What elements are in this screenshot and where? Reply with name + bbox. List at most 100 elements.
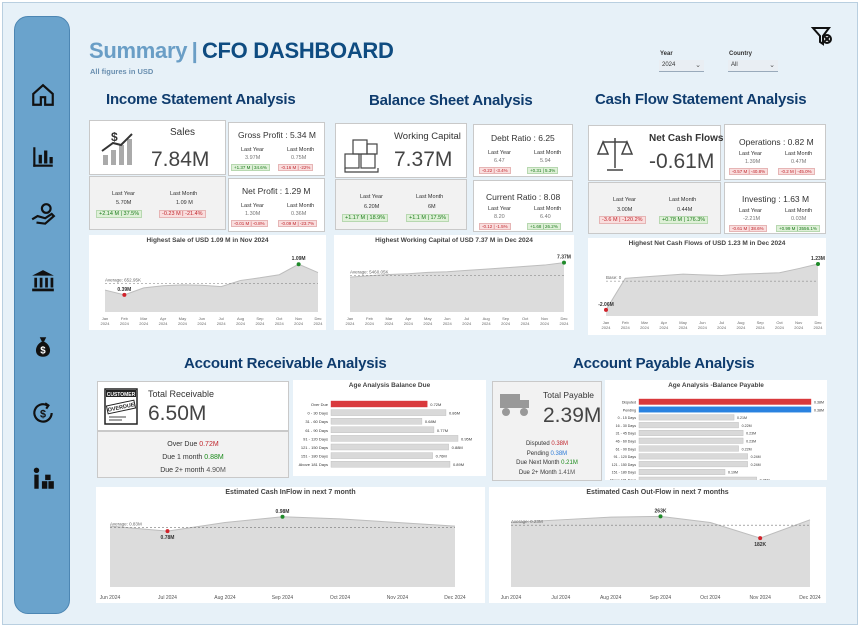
nav-bank[interactable] [25, 263, 61, 299]
dollar-cycle-icon: $ [33, 402, 53, 423]
title-cfo: CFO DASHBOARD [201, 38, 394, 63]
op-last-month: 0.47M [791, 159, 807, 165]
receivable-row-overdue: Over Due 0.72M [167, 441, 219, 448]
inv-last-month: 0.03M [791, 216, 807, 222]
total-receivable-label: Total Receivable [148, 389, 215, 399]
working-capital-label: Working Capital [394, 131, 461, 142]
inv-ly-change: -0.61 M | 38.6% [729, 225, 767, 232]
receivable-row-due-2-month: Due 2+ month 4.90M [160, 467, 226, 474]
max-label: 1.23M [811, 256, 825, 262]
x-tick-label: Jul [464, 316, 469, 321]
x-tick-label: Aug 2024 [600, 595, 622, 601]
bar [638, 437, 744, 444]
age-analysis-balance-payable-chart: Age Analysis -Balance Payable Disputed 0.… [605, 380, 827, 480]
min-label: -2.06M [598, 302, 614, 308]
x-tick-year: 2024 [521, 321, 531, 326]
x-tick-label: Jul 2024 [158, 595, 177, 601]
cash-flow-trend-chart: Highest Net Cash Flows of USD 1.23 M in … [588, 238, 826, 335]
x-tick-year: 2024 [384, 321, 394, 326]
income-header: Income Statement Analysis [106, 91, 296, 108]
last-month-label: Last Month [287, 147, 315, 153]
wc-last-month: 6M [428, 204, 436, 210]
year-dropdown[interactable]: 2024 ⌄ [659, 60, 704, 72]
net-profit-title: Net Profit : 1.29 M [242, 186, 311, 196]
bar-category-label: 0 - 15 Days [618, 416, 637, 420]
country-dropdown[interactable]: All ⌄ [728, 60, 778, 72]
x-tick-label: Feb [366, 316, 374, 321]
max-label: 7.37M [557, 255, 571, 261]
x-tick-year: 2024 [346, 321, 356, 326]
x-tick-year: 2024 [197, 321, 207, 326]
filter-clear-icon[interactable] [810, 24, 834, 48]
min-point [604, 307, 608, 312]
nav-revenue[interactable] [25, 197, 61, 233]
wc-last-year: 6.20M [364, 204, 380, 210]
x-tick-label: Sep 2024 [650, 595, 672, 601]
max-point [562, 260, 566, 265]
x-tick-year: 2024 [501, 321, 511, 326]
nav-payables[interactable] [25, 461, 61, 497]
series-line [104, 263, 319, 296]
last-month-label: Last Month [287, 203, 315, 209]
nav-cashflow[interactable]: $ [25, 395, 61, 431]
receivable-row-due-1-month: Due 1 month 0.88M [162, 454, 224, 461]
country-label: Country [729, 51, 752, 57]
last-year-label: Last Year [360, 194, 383, 200]
bar-value-label: 0.19M [728, 471, 738, 475]
nav-home[interactable] [25, 77, 61, 113]
bar [638, 398, 812, 405]
op-ly-change: -0.57 M | -40.8% [729, 168, 769, 175]
payable-row-due-2-month: Due 2+ Month 1.41M [518, 469, 576, 476]
x-tick-year: 2024 [275, 321, 285, 326]
x-tick-label: Apr [661, 320, 668, 325]
chart-title: Age Analysis -Balance Payable [668, 382, 764, 389]
net-cash-flows-value: -0.61M [649, 150, 715, 173]
country-value: All [731, 62, 738, 68]
sales-label: Sales [170, 127, 196, 138]
x-tick-year: 2024 [621, 325, 631, 330]
min-point [165, 529, 170, 534]
x-tick-year: 2024 [560, 321, 570, 326]
scales-icon [596, 138, 634, 171]
x-tick-year: 2024 [139, 321, 149, 326]
max-point [280, 514, 285, 519]
bar [330, 452, 433, 459]
x-tick-label: Jan [603, 320, 609, 325]
bar-category-label: 61 - 90 Days [616, 447, 637, 451]
x-tick-year: 2024 [294, 321, 304, 326]
x-tick-label: May [179, 316, 187, 321]
sales-value: 7.84M [151, 148, 210, 171]
wc-ly-change: +1.17 M | 18.9% [342, 214, 389, 222]
gross-profit-title: Gross Profit : 5.34 M [238, 130, 316, 140]
average-label: Average: 5460.05K [350, 269, 388, 274]
max-label: 0.98M [276, 509, 290, 515]
operations-title: Operations : 0.82 M [739, 137, 814, 147]
nav-charts[interactable] [25, 139, 61, 175]
dr-ly-change: -0.22 | -3.4% [479, 167, 511, 174]
bar-category-label: 0 - 30 Days [308, 411, 328, 416]
nav-money-bag[interactable]: $ [25, 329, 61, 365]
bar-value-label: 0.26M [760, 479, 770, 481]
series-line [605, 263, 819, 311]
x-tick-year: 2024 [255, 321, 265, 326]
x-tick-year: 2024 [236, 321, 246, 326]
title-summary: Summary [89, 38, 188, 63]
sales-card: $ Sales 7.84M [89, 120, 226, 175]
x-tick-label: Sep 2024 [272, 595, 294, 601]
x-tick-year: 2024 [423, 321, 433, 326]
bar-category-label: 46 - 60 Days [616, 440, 637, 444]
bar [638, 406, 812, 413]
x-tick-label: Nov [541, 316, 548, 321]
last-year-label: Last Year [112, 191, 135, 197]
cr-lm-change: +1.68 | 26.2% [527, 223, 561, 230]
min-point [122, 292, 127, 297]
payable-row-disputed: Disputed 0.38M [525, 441, 569, 447]
chevron-down-icon: ⌄ [769, 62, 775, 69]
hand-money-icon [31, 203, 56, 225]
bar-category-label: Over Due [311, 402, 329, 407]
x-tick-label: Oct [776, 320, 783, 325]
bar [330, 443, 449, 451]
last-year-label: Last Year [739, 208, 762, 214]
sales-trend-chart: Highest Sale of USD 1.09 M in Nov 2024 A… [89, 235, 326, 330]
x-tick-year: 2024 [365, 321, 375, 326]
